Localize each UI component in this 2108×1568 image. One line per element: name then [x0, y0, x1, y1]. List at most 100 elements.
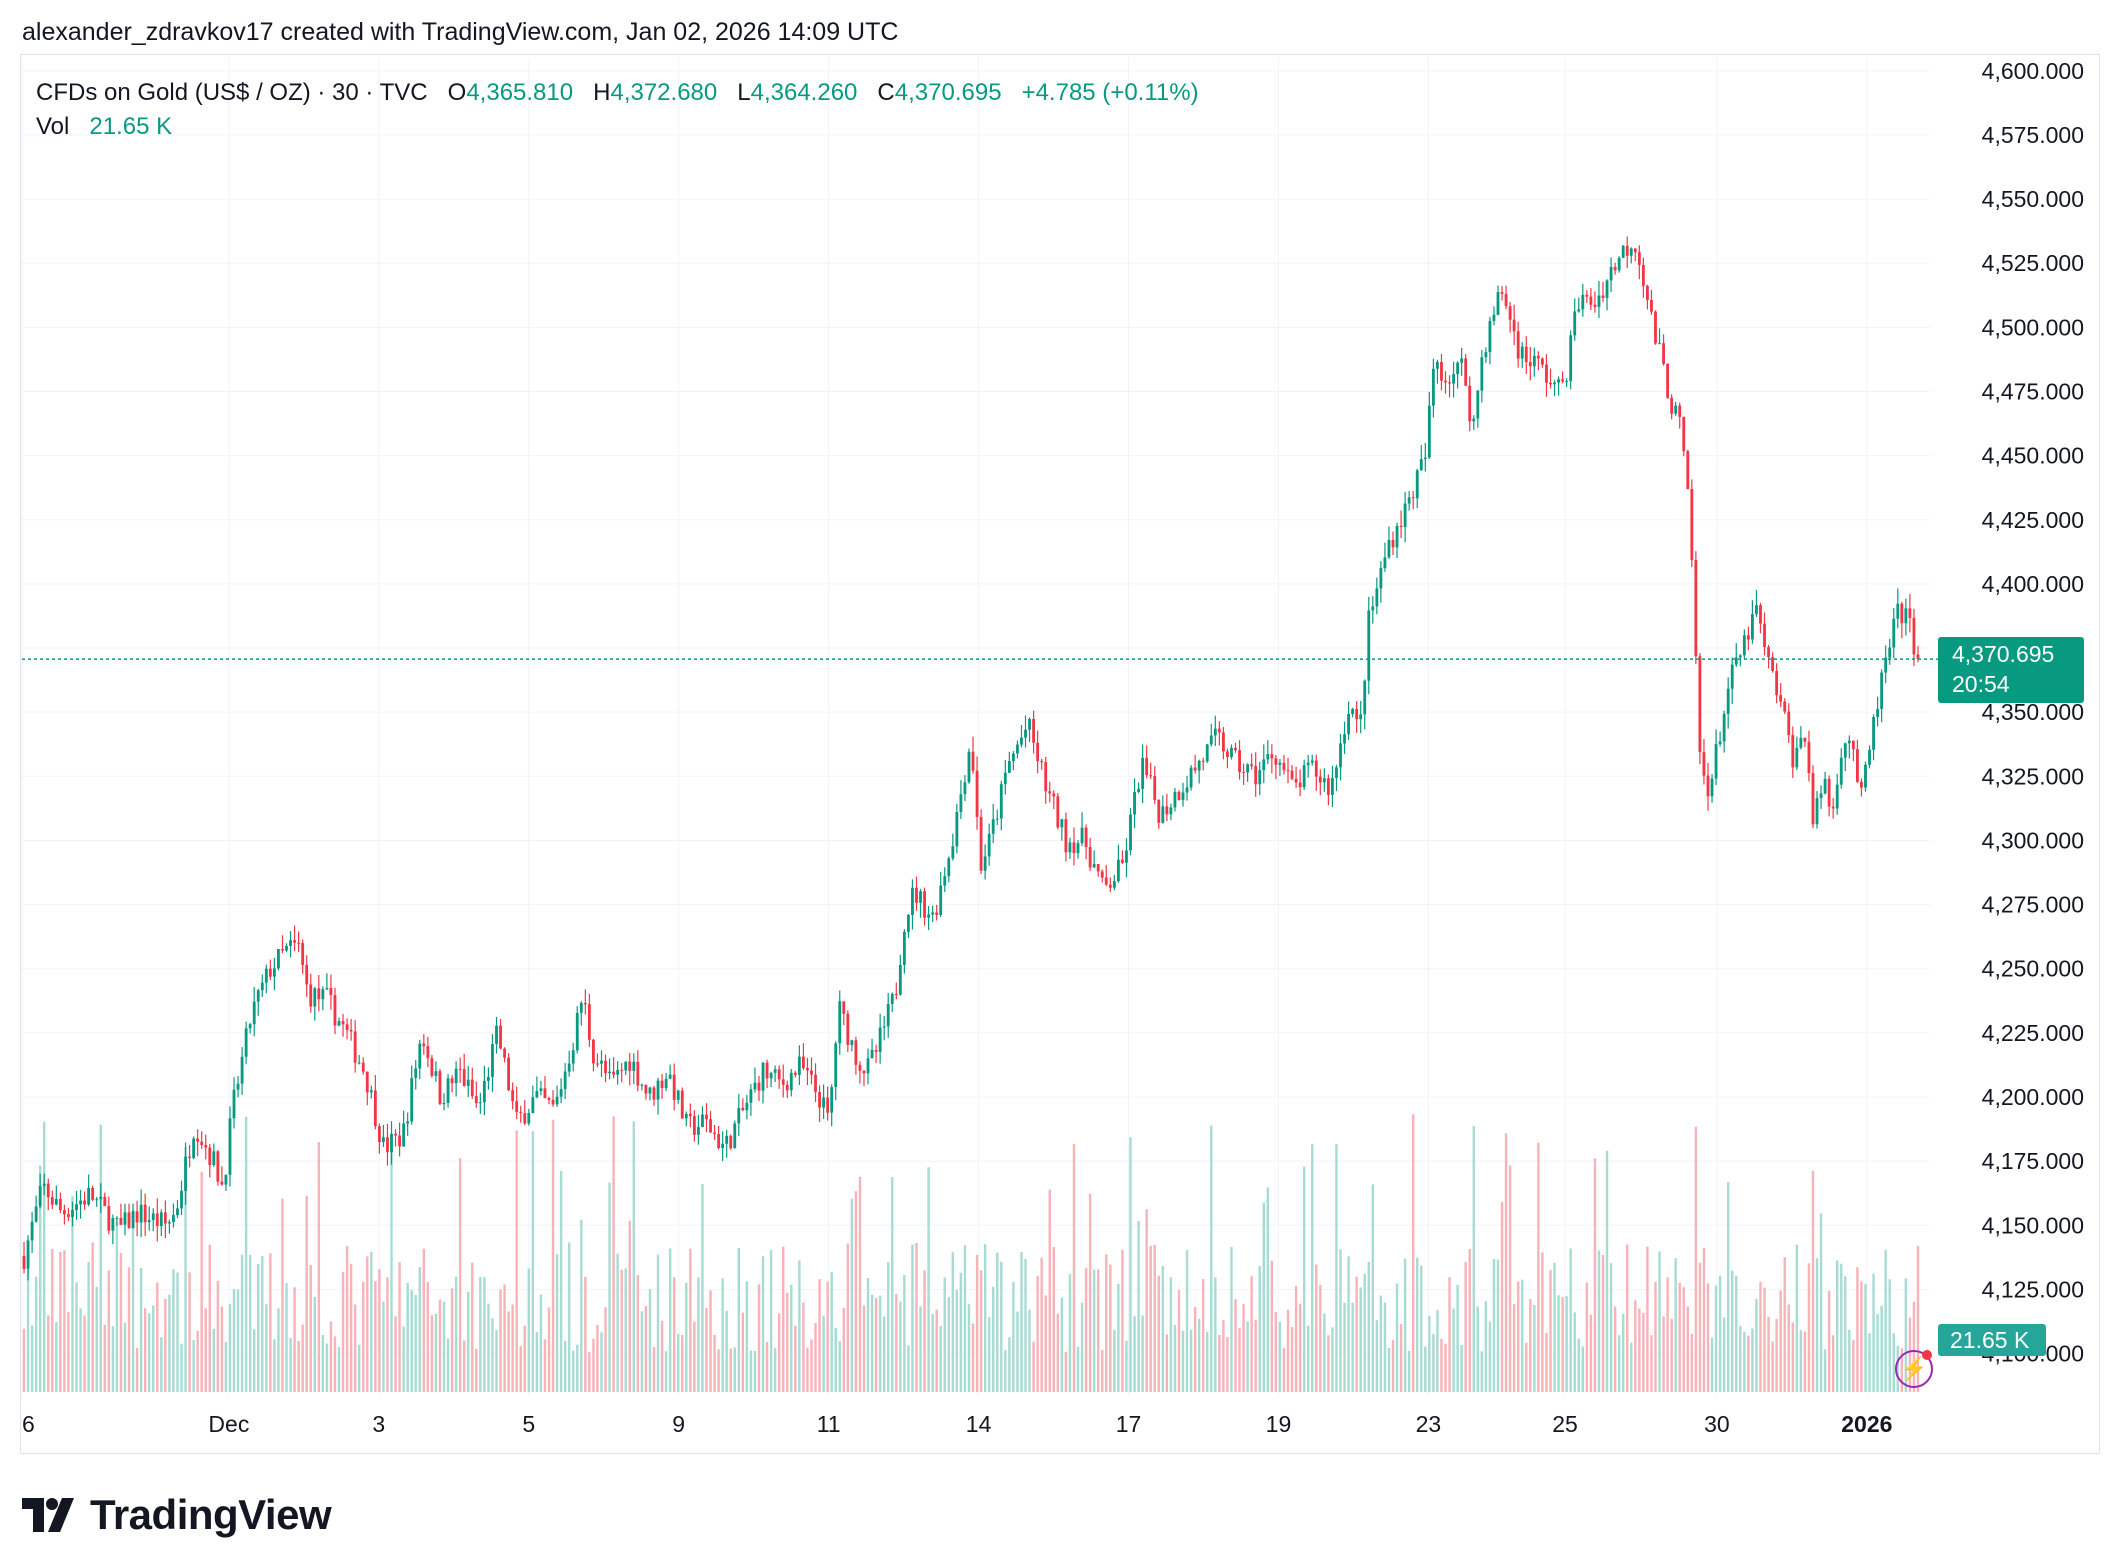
volume-bar [394, 1316, 397, 1392]
volume-bar [467, 1291, 470, 1392]
volume-bar [366, 1256, 369, 1392]
volume-bar [1278, 1321, 1282, 1392]
volume-bar [1367, 1261, 1370, 1392]
candle-body [1161, 806, 1165, 823]
high-value: 4,372.680 [610, 79, 718, 106]
candle-body [1759, 605, 1762, 624]
volume-bar [826, 1281, 829, 1392]
y-tick-label: 4,175.000 [1982, 1148, 2084, 1174]
candle-body [103, 1196, 107, 1207]
candle-body [1775, 670, 1779, 696]
lightning-icon[interactable]: ⚡ [1895, 1350, 1933, 1388]
candle-body [1666, 363, 1670, 398]
volume-bar [600, 1332, 603, 1392]
volume-bar [572, 1350, 575, 1392]
candle-body [826, 1097, 830, 1113]
candle-body [906, 914, 910, 932]
candle-body [680, 1090, 684, 1119]
volume-bar [374, 1281, 377, 1392]
tradingview-logo[interactable]: TradingView [22, 1490, 332, 1540]
candle-body [414, 1068, 418, 1078]
candle-body [1528, 362, 1532, 367]
volume-bar [955, 1289, 959, 1392]
volume-bar [1803, 1331, 1807, 1392]
volume-bar [1351, 1302, 1354, 1392]
y-tick-label: 4,250.000 [1982, 956, 2084, 982]
volume-bar [963, 1245, 967, 1392]
candle-body [697, 1127, 700, 1135]
volume-bar [1630, 1342, 1633, 1392]
volume-bar [1868, 1333, 1871, 1392]
candle-body [1318, 776, 1322, 783]
candle-body [1448, 382, 1451, 384]
volume-bar [1529, 1299, 1532, 1392]
volume-bar [1068, 1274, 1072, 1392]
y-tick-label: 4,525.000 [1982, 250, 2084, 276]
x-tick-label: 3 [372, 1411, 385, 1437]
volume-bar [765, 1341, 769, 1392]
candle-body [890, 993, 894, 1004]
volume-bar [753, 1351, 757, 1392]
candle-body [1238, 750, 1241, 773]
candle-body [188, 1156, 192, 1158]
candle-body [971, 751, 975, 771]
candle-body [30, 1221, 34, 1241]
volume-bar [1189, 1329, 1193, 1392]
volume-bar [446, 1338, 450, 1392]
chart-panel[interactable] [20, 54, 2100, 1454]
volume-bar [1226, 1336, 1229, 1392]
volume-bar [1694, 1126, 1698, 1392]
volume-bar [204, 1308, 207, 1392]
candle-body [842, 1001, 846, 1014]
volume-bar [95, 1286, 98, 1392]
volume-bar [967, 1304, 971, 1392]
candle-body [1730, 664, 1734, 689]
candle-body [285, 945, 288, 951]
candle-body [858, 1064, 862, 1071]
candle-body [753, 1082, 757, 1090]
candle-body [1807, 741, 1811, 774]
volume-bar [1722, 1317, 1726, 1392]
candle-body [947, 858, 951, 877]
candle-body [919, 891, 922, 903]
volume-bar [737, 1248, 741, 1392]
candle-body [1783, 701, 1787, 712]
volume-bar [1597, 1250, 1601, 1392]
candle-body [894, 993, 898, 995]
volume-bar [1767, 1316, 1770, 1392]
volume-bar [1541, 1252, 1544, 1392]
volume-bar [939, 1326, 942, 1392]
candle-body [1674, 405, 1678, 414]
candle-body [1702, 752, 1706, 776]
candle-body [563, 1071, 567, 1090]
volume-bar [1088, 1193, 1092, 1392]
candle-body [240, 1056, 244, 1084]
candle-body [1326, 778, 1330, 795]
candle-body [1512, 319, 1516, 332]
candle-body [1016, 744, 1019, 754]
volume-bar [382, 1301, 385, 1392]
volume-bar [1044, 1295, 1047, 1392]
volume-bar [1775, 1318, 1778, 1392]
candle-body [1274, 758, 1278, 765]
volume-bar [576, 1344, 579, 1392]
volume-bar [430, 1315, 434, 1392]
volume-bar [479, 1277, 482, 1392]
candle-body [608, 1071, 611, 1074]
volume-bar [1456, 1284, 1459, 1392]
volume-bar [1609, 1263, 1613, 1392]
volume-bar [1621, 1313, 1625, 1392]
candle-body [1573, 311, 1577, 336]
candle-body [1658, 343, 1661, 345]
candle-body [1577, 309, 1581, 312]
volume-bar [745, 1281, 749, 1392]
volume-bar [608, 1182, 611, 1392]
volume-bar [769, 1250, 773, 1392]
volume-bar [1565, 1296, 1568, 1392]
volume-bar [838, 1341, 841, 1392]
candle-body [1589, 296, 1593, 305]
candle-body [228, 1118, 232, 1175]
candle-body [1746, 635, 1750, 640]
candle-body [1872, 717, 1875, 750]
